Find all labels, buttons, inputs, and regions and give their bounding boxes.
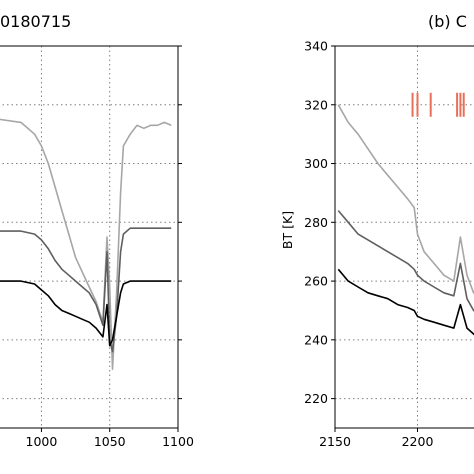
- series-line-0: [337, 104, 474, 295]
- series-line-0: [0, 118, 172, 371]
- y-tick-label: 260: [304, 274, 328, 289]
- y-tick-label: 240: [304, 332, 328, 347]
- series-line-2: [0, 280, 172, 347]
- panel-a-title: 0180715: [0, 12, 71, 31]
- x-tick-label: 1000: [26, 434, 58, 449]
- panel-b-y-axis-label: BT [K]: [280, 211, 295, 249]
- x-tick-label: 1050: [94, 434, 126, 449]
- x-tick-label: 2150: [319, 434, 351, 449]
- y-tick-label: 300: [304, 156, 328, 171]
- y-tick-label: 280: [304, 215, 328, 230]
- panel-b-title: (b) C: [428, 12, 467, 31]
- x-tick-label: 2200: [402, 434, 434, 449]
- panel-b: 220 240 260 280 300 320 340 2150 2200: [304, 39, 474, 449]
- panel-a: 1000 1050 1100: [0, 45, 194, 449]
- x-tick-label: 1100: [162, 434, 194, 449]
- y-tick-label: 340: [304, 39, 328, 54]
- series-line-1: [337, 210, 474, 312]
- y-tick-label: 220: [304, 391, 328, 406]
- series-line-2: [337, 268, 474, 336]
- y-tick-label: 320: [304, 97, 328, 112]
- series-line-1: [0, 227, 172, 353]
